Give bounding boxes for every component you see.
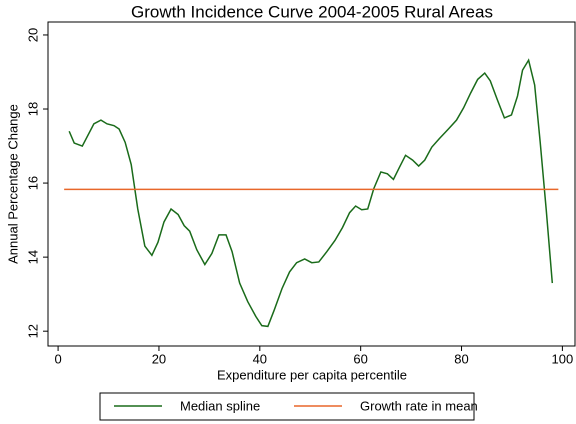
x-tick-label: 40 [253, 351, 267, 366]
x-tick-label: 20 [152, 351, 166, 366]
plot-frame [47, 21, 576, 347]
legend-label: Median spline [180, 398, 260, 413]
y-tick-label: 16 [25, 176, 40, 190]
y-tick-label: 20 [25, 28, 40, 42]
x-tick-label: 80 [454, 351, 468, 366]
y-tick-label: 18 [25, 102, 40, 116]
chart-title: Growth Incidence Curve 2004-2005 Rural A… [131, 2, 493, 21]
legend-box [99, 392, 475, 421]
y-axis-label: Annual Percentage Change [5, 104, 20, 264]
x-tick-label: 100 [552, 351, 574, 366]
x-tick-label: 60 [353, 351, 367, 366]
x-tick-label: 0 [54, 351, 61, 366]
y-tick-label: 14 [25, 250, 40, 264]
series-line [68, 58, 554, 328]
legend-label: Growth rate in mean [360, 398, 478, 413]
x-axis-label: Expenditure per capita percentile [217, 367, 407, 382]
y-tick-label: 12 [25, 324, 40, 338]
